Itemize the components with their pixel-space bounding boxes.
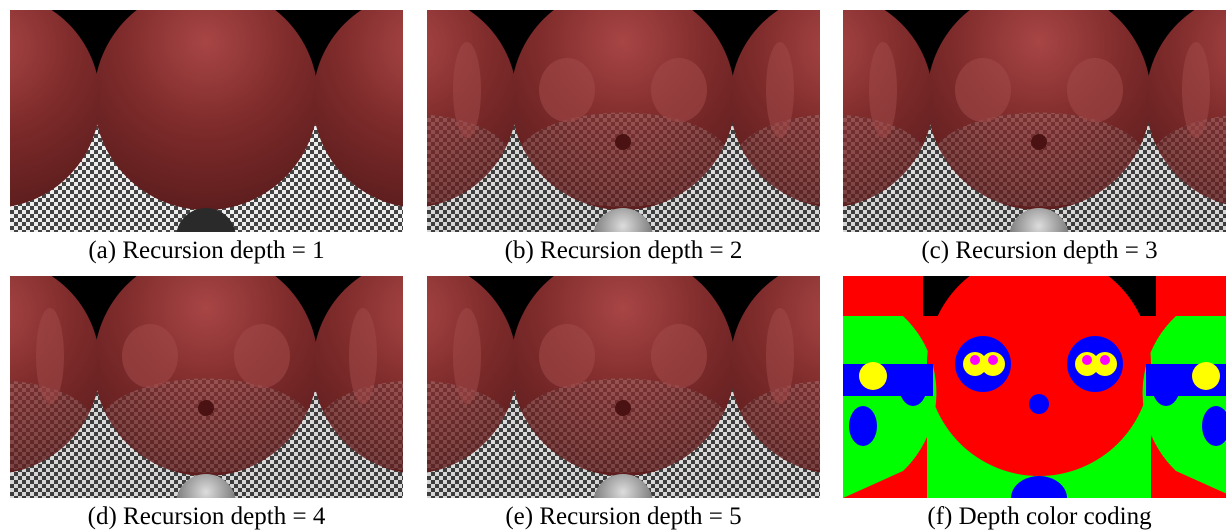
reflected-ball <box>198 400 214 416</box>
reflected-sphere <box>766 308 794 404</box>
reflected-sphere <box>1067 58 1123 122</box>
caption: (c) Recursion depth = 3 <box>843 236 1226 266</box>
caption: (e) Recursion depth = 5 <box>427 502 820 532</box>
eye-m <box>988 355 998 365</box>
reflected-sphere <box>234 324 290 388</box>
reflected-sphere <box>453 308 481 404</box>
page: (a) Recursion depth = 1 (b) Recursion dep… <box>0 0 1226 532</box>
blob <box>899 366 927 406</box>
reflected-sphere <box>122 324 178 388</box>
reflection <box>933 113 1146 207</box>
reflected-sphere <box>36 308 64 404</box>
panel: (e) Recursion depth = 5 <box>427 276 820 532</box>
render-image <box>843 10 1226 232</box>
reflected-sphere <box>955 58 1011 122</box>
eye-m <box>1100 355 1110 365</box>
reflection <box>100 379 313 473</box>
render-image <box>427 276 820 498</box>
side-eye <box>1192 362 1220 390</box>
reflection <box>517 113 730 207</box>
render-image <box>10 10 403 232</box>
reflected-sphere <box>539 324 595 388</box>
caption: (a) Recursion depth = 1 <box>10 236 403 266</box>
blob <box>1152 366 1180 406</box>
reflected-sphere <box>651 324 707 388</box>
eye-m <box>1082 355 1092 365</box>
panel: (a) Recursion depth = 1 <box>10 10 403 266</box>
reflected-ball <box>1031 134 1047 150</box>
reflected-sphere <box>1182 42 1210 138</box>
side-eye <box>859 362 887 390</box>
panel: (d) Recursion depth = 4 <box>10 276 403 532</box>
blob <box>849 406 877 446</box>
panel: (c) Recursion depth = 3 <box>843 10 1226 266</box>
caption: (f) Depth color coding <box>843 502 1226 532</box>
caption: (d) Recursion depth = 4 <box>10 502 403 532</box>
render-image <box>427 10 820 232</box>
reflected-ball <box>615 400 631 416</box>
reflection <box>517 379 730 473</box>
nose <box>1029 394 1049 414</box>
reflected-ball <box>615 134 631 150</box>
reflected-sphere <box>539 58 595 122</box>
panel: (f) Depth color coding <box>843 276 1226 532</box>
reflected-sphere <box>349 308 377 404</box>
render-image <box>843 276 1226 498</box>
panel: (b) Recursion depth = 2 <box>427 10 820 266</box>
reflected-sphere <box>453 42 481 138</box>
reflected-sphere <box>869 42 897 138</box>
reflected-sphere <box>651 58 707 122</box>
reflected-sphere <box>766 42 794 138</box>
render-image <box>10 276 403 498</box>
caption: (b) Recursion depth = 2 <box>427 236 820 266</box>
eye-m <box>970 355 980 365</box>
